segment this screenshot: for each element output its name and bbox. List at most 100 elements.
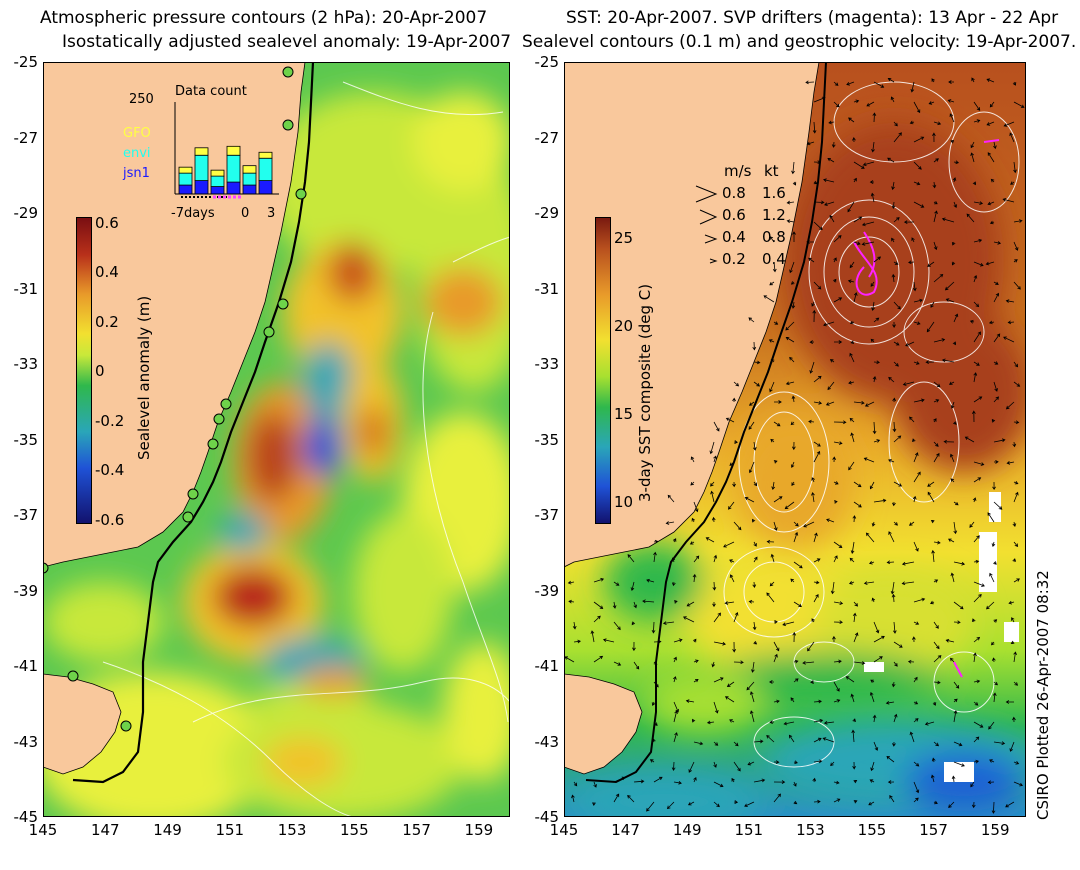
right-title-line2: Sealevel contours (0.1 m) and geostrophi… bbox=[522, 32, 1077, 52]
velocity-arrow bbox=[593, 781, 597, 788]
velocity-arrow bbox=[862, 161, 875, 167]
velocity-arrow bbox=[902, 381, 915, 386]
velocity-arrow bbox=[953, 501, 959, 506]
velocity-arrow bbox=[866, 101, 875, 107]
velocity-arrow bbox=[813, 799, 821, 804]
velocity-arrow bbox=[688, 761, 695, 773]
velocity-arrow bbox=[892, 397, 897, 403]
velocity-arrow bbox=[733, 741, 739, 747]
velocity-arrow bbox=[1013, 651, 1017, 663]
velocity-arrow bbox=[791, 481, 795, 486]
velocity-arrow bbox=[964, 436, 975, 443]
inset-bar-gfo bbox=[226, 145, 241, 156]
velocity-legend-arrows bbox=[695, 185, 718, 264]
velocity-arrow bbox=[872, 714, 877, 723]
velocity-arrow bbox=[813, 221, 823, 231]
velocity-arrow bbox=[693, 741, 704, 746]
velocity-arrow bbox=[793, 521, 799, 527]
velocity-arrow bbox=[813, 450, 821, 463]
velocity-arrow bbox=[1005, 401, 1015, 410]
inset-bars bbox=[174, 102, 279, 199]
velocity-arrow bbox=[712, 602, 716, 608]
right-lon-label: 159 bbox=[980, 821, 1010, 839]
velocity-arrow bbox=[831, 141, 836, 148]
velocity-arrow bbox=[891, 181, 895, 191]
velocity-arrow bbox=[993, 396, 1000, 403]
velocity-arrow bbox=[1012, 441, 1017, 448]
velocity-arrow bbox=[986, 601, 995, 610]
velocity-arrow bbox=[850, 432, 855, 443]
velocity-arrow bbox=[1011, 617, 1015, 623]
velocity-arrow bbox=[993, 241, 1002, 245]
velocity-arrow bbox=[793, 561, 803, 569]
velocity-arrow bbox=[913, 452, 919, 463]
velocity-arrow bbox=[850, 340, 855, 344]
velocity-arrow bbox=[933, 381, 941, 388]
velocity-arrow bbox=[813, 718, 824, 723]
velocity-arrow bbox=[613, 776, 626, 783]
left-lat-label: -45 bbox=[13, 808, 39, 826]
velocity-arrow bbox=[930, 519, 935, 524]
velocity-arrow bbox=[951, 241, 956, 246]
velocity-legend-header-ms: m/s bbox=[724, 162, 752, 180]
velocity-arrow bbox=[913, 597, 926, 603]
velocity-arrow bbox=[809, 361, 815, 374]
velocity-arrow bbox=[833, 420, 847, 425]
velocity-legend-ms-0: 0.8 bbox=[722, 184, 746, 202]
velocity-arrow bbox=[713, 554, 718, 563]
velocity-arrow bbox=[852, 718, 856, 723]
velocity-arrow bbox=[993, 361, 999, 365]
velocity-arrow bbox=[753, 541, 757, 547]
velocity-arrow bbox=[833, 81, 839, 86]
velocity-arrow bbox=[791, 161, 795, 175]
velocity-arrow bbox=[1013, 541, 1019, 547]
velocity-arrow bbox=[948, 538, 955, 543]
velocity-arrow bbox=[748, 317, 755, 323]
velocity-arrow bbox=[773, 653, 778, 663]
velocity-arrow bbox=[893, 341, 900, 346]
velocity-arrow bbox=[872, 421, 877, 435]
velocity-arrow bbox=[689, 541, 695, 545]
velocity-arrow bbox=[813, 759, 823, 764]
velocity-arrow bbox=[987, 201, 995, 206]
velocity-arrow bbox=[992, 481, 996, 491]
velocity-arrow bbox=[747, 761, 755, 766]
velocity-arrow bbox=[724, 696, 735, 703]
right-lat-label: -27 bbox=[534, 128, 560, 147]
velocity-arrow bbox=[613, 661, 622, 666]
velocity-arrow bbox=[790, 421, 795, 426]
velocity-arrow bbox=[953, 681, 960, 689]
velocity-arrow bbox=[933, 540, 941, 545]
right-lon-label: 155 bbox=[857, 821, 887, 839]
velocity-arrow bbox=[682, 616, 695, 623]
velocity-arrow bbox=[791, 395, 796, 403]
velocity-legend-ms-3: 0.2 bbox=[722, 250, 746, 268]
velocity-arrow bbox=[1005, 801, 1015, 808]
velocity-arrow bbox=[829, 359, 835, 363]
velocity-arrow bbox=[749, 691, 755, 703]
colorbar-tick-5: -0.4 bbox=[95, 461, 125, 479]
velocity-arrow bbox=[933, 655, 942, 663]
velocity-arrow bbox=[853, 601, 859, 607]
velocity-arrow bbox=[809, 340, 815, 344]
velocity-arrow bbox=[713, 761, 717, 768]
velocity-legend-kt-3: 0.4 bbox=[762, 250, 786, 268]
velocity-arrow bbox=[871, 141, 875, 153]
inset-bar-gfo bbox=[258, 151, 273, 159]
velocity-arrow bbox=[793, 760, 798, 765]
velocity-arrow bbox=[973, 361, 980, 366]
velocity-arrow bbox=[993, 333, 1001, 343]
velocity-arrow bbox=[627, 554, 635, 563]
velocity-arrow bbox=[873, 656, 883, 663]
velocity-arrow bbox=[925, 360, 935, 365]
plot-credit: CSIRO Plotted 26-Apr-2007 08:32 bbox=[1034, 570, 1052, 820]
velocity-arrow bbox=[849, 417, 855, 423]
velocity-arrow bbox=[913, 718, 919, 723]
colorbar-tick-4: -0.2 bbox=[95, 412, 125, 430]
velocity-arrow bbox=[893, 435, 902, 443]
velocity-arrow bbox=[732, 481, 736, 488]
velocity-arrow bbox=[833, 278, 837, 283]
velocity-arrow bbox=[813, 580, 820, 585]
velocity-arrow bbox=[769, 381, 775, 393]
velocity-arrow bbox=[913, 621, 920, 625]
